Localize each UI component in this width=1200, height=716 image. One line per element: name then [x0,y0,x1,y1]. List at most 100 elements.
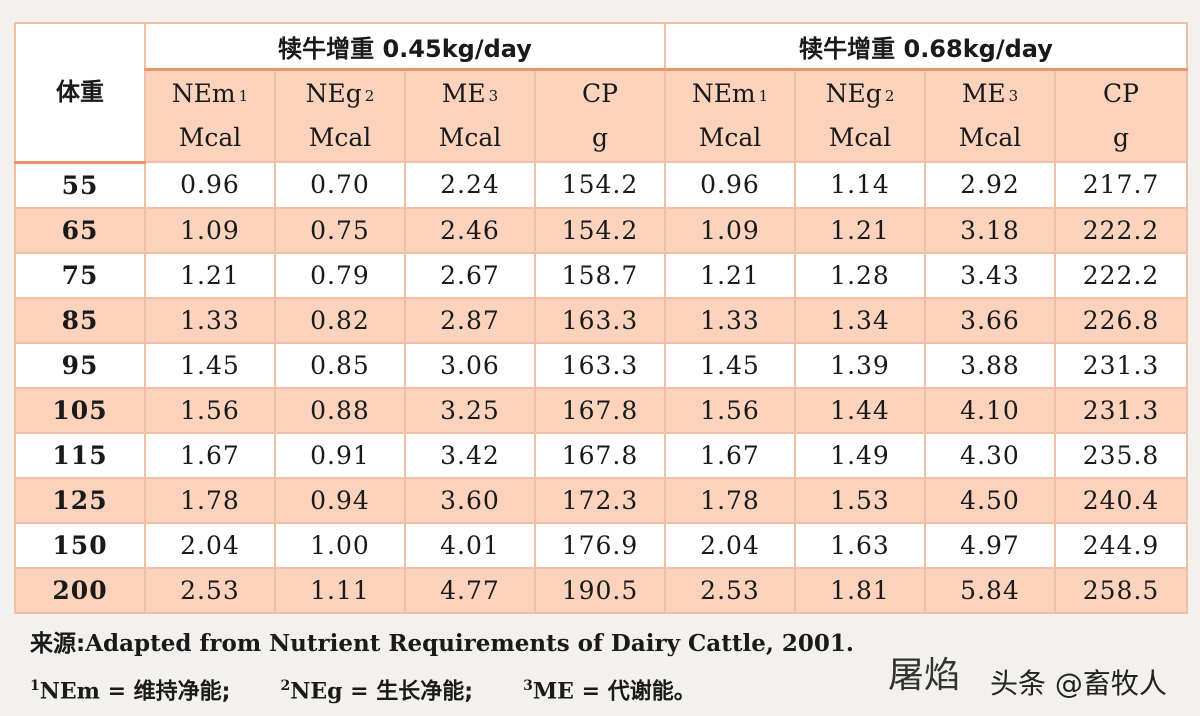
nutrient-requirements-table: 体重 犊牛增重 0.45kg/day 犊牛增重 0.68kg/day NEm 1 M… [14,22,1189,614]
value-cell: 1.21 [794,206,927,254]
value-cell: 3.60 [404,476,536,524]
column-unit: Mcal [308,123,372,152]
body-weight-cell: 150 [14,521,146,569]
column-header: ME 3 Mcal [404,68,536,163]
value-cell: 167.8 [533,386,667,434]
value-cell: 1.56 [664,386,797,434]
value-cell: 3.88 [924,341,1057,389]
body-weight-cell: 65 [14,206,146,254]
column-footnote-marker: 1 [758,87,769,105]
column-name: ME [961,79,1006,108]
value-cell: 226.8 [1054,296,1189,344]
value-cell: 154.2 [533,161,667,209]
body-weight-cell: 115 [14,431,146,479]
column-name: NEg [305,79,362,108]
value-cell: 1.45 [664,341,797,389]
value-cell: 3.66 [924,296,1057,344]
value-cell: 1.09 [144,206,276,254]
footnote-marker: 2 [280,678,291,694]
column-footnote-marker: 3 [1008,87,1019,105]
table-row: 65 1.09 0.75 2.46 154.2 1.09 1.21 3.18 222.2 [14,206,1189,254]
column-unit: g [1113,123,1130,152]
column-name: NEm [691,79,756,108]
value-cell: 0.85 [274,341,406,389]
value-cell: 2.04 [144,521,276,569]
column-header: CP g [1054,68,1189,163]
value-cell: 0.75 [274,206,406,254]
group-header-045: 犊牛增重 0.45kg/day [143,22,667,71]
column-header: NEm 1 Mcal [144,68,276,163]
value-cell: 1.67 [664,431,797,479]
footnote-label: ME = [532,678,601,705]
value-cell: 1.81 [794,566,927,614]
table-row: 200 2.53 1.11 4.77 190.5 2.53 1.81 5.84 258.5 [14,566,1189,614]
value-cell: 4.01 [404,521,536,569]
table-row: 115 1.67 0.91 3.42 167.8 1.67 1.49 4.30 235.8 [14,431,1189,479]
footnotes: 1NEm = 维持净能; 2NEg = 生长净能; 3ME = 代谢能。 [30,664,1180,708]
value-cell: 1.63 [794,521,927,569]
source-line: 来源:Adapted from Nutrient Requirements of… [30,624,1180,664]
value-cell: 4.77 [404,566,536,614]
value-cell: 4.50 [924,476,1057,524]
body-weight-cell: 200 [14,566,146,614]
value-cell: 2.87 [404,296,536,344]
value-cell: 0.70 [274,161,406,209]
value-cell: 1.21 [664,251,797,299]
value-cell: 1.39 [794,341,927,389]
column-header: NEg 2 Mcal [274,68,406,163]
column-header: NEm 1 Mcal [664,68,797,163]
value-cell: 0.88 [274,386,406,434]
source-text: Adapted from Nutrient Requirements of Da… [85,630,854,657]
column-unit: Mcal [178,123,242,152]
value-cell: 0.82 [274,296,406,344]
value-cell: 235.8 [1054,431,1189,479]
value-cell: 4.10 [924,386,1057,434]
body-weight-cell: 105 [14,386,146,434]
value-cell: 222.2 [1054,206,1189,254]
value-cell: 1.45 [144,341,276,389]
column-name: NEg [825,79,882,108]
table-footer: 来源:Adapted from Nutrient Requirements of… [30,624,1180,708]
column-name: CP [1103,79,1139,108]
value-cell: 1.33 [664,296,797,344]
footnote-label: NEg = [290,678,369,705]
value-cell: 1.56 [144,386,276,434]
value-cell: 2.53 [664,566,797,614]
column-header: CP g [533,68,667,163]
body-weight-header: 体重 [14,22,146,164]
footnote: 3ME = 代谢能。 [523,664,696,714]
value-cell: 1.28 [794,251,927,299]
column-name: CP [582,79,618,108]
value-cell: 1.44 [794,386,927,434]
value-cell: 217.7 [1054,161,1189,209]
value-cell: 158.7 [533,251,667,299]
value-cell: 0.96 [144,161,276,209]
nutrient-table-container: 体重 犊牛增重 0.45kg/day 犊牛增重 0.68kg/day NEm 1 M… [14,22,1189,614]
footnote-label: NEm = [39,678,126,705]
value-cell: 1.14 [794,161,927,209]
value-cell: 0.96 [664,161,797,209]
body-weight-cell: 125 [14,476,146,524]
footnote-marker: 1 [30,678,40,694]
column-footnote-marker: 1 [238,87,249,105]
value-cell: 176.9 [533,521,667,569]
body-weight-cell: 75 [14,251,146,299]
table-row: 95 1.45 0.85 3.06 163.3 1.45 1.39 3.88 231.3 [14,341,1189,389]
footnote: 1NEm = 维持净能; [30,664,230,714]
value-cell: 0.94 [274,476,406,524]
value-cell: 231.3 [1054,341,1189,389]
value-cell: 0.91 [274,431,406,479]
footnote-text: 维持净能; [133,679,231,705]
value-cell: 2.92 [924,161,1057,209]
column-name: ME [441,79,486,108]
value-cell: 2.53 [144,566,276,614]
column-name: NEm [171,79,236,108]
value-cell: 2.46 [404,206,536,254]
footnote-text: 生长净能; [376,679,474,705]
body-weight-cell: 95 [14,341,146,389]
column-unit: Mcal [698,123,762,152]
footnote-marker: 3 [523,678,533,694]
group-header-068: 犊牛增重 0.68kg/day [664,22,1189,71]
value-cell: 5.84 [924,566,1057,614]
value-cell: 1.11 [274,566,406,614]
